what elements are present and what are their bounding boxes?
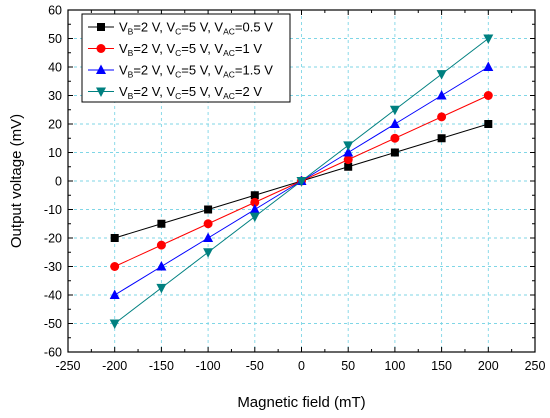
- data-point: [204, 205, 213, 214]
- y-tick-label: 40: [48, 61, 62, 75]
- legend-box: [81, 13, 291, 103]
- x-tick-label: 250: [525, 359, 546, 373]
- data-point: [203, 232, 214, 242]
- x-tick-label: -100: [196, 359, 221, 373]
- data-point: [249, 204, 260, 214]
- data-point: [436, 90, 447, 100]
- x-tick-label: -50: [246, 359, 264, 373]
- data-point: [484, 120, 493, 128]
- axis-ticks: -250 -200 -150 -100 -50 0 50 100 150 200 250-60-50…: [44, 4, 546, 374]
- y-tick-label: 0: [55, 175, 62, 189]
- x-tick-label: -150: [149, 359, 174, 373]
- y-tick-label: 30: [48, 89, 62, 103]
- y-tick-label: 60: [48, 4, 62, 18]
- x-tick-label: 200: [478, 359, 499, 373]
- data-point: [483, 91, 493, 100]
- y-tick-label: -50: [44, 317, 62, 331]
- data-point: [437, 112, 447, 122]
- data-point: [483, 61, 494, 71]
- legend-entry: VB=2 V, VC=5 V, VAC=2 V: [119, 84, 262, 101]
- y-tick-label: -40: [44, 289, 62, 303]
- data-point: [436, 70, 447, 80]
- data-point: [110, 262, 120, 271]
- x-tick-label: 150: [431, 359, 452, 373]
- data-point: [343, 147, 354, 157]
- legend: VB=2 V, VC=5 V, VAC=0.5 V VB=2 V, VC=5 V,…: [81, 13, 291, 103]
- y-tick-label: -20: [44, 232, 62, 246]
- data-point: [483, 34, 494, 44]
- x-tick-label: 100: [384, 359, 405, 373]
- legend-entry: VB=2 V, VC=5 V, VAC=1 V: [119, 41, 262, 58]
- series-lines: [109, 34, 494, 329]
- data-point: [96, 64, 106, 74]
- data-point: [437, 134, 446, 143]
- data-point: [96, 87, 106, 97]
- data-point: [390, 133, 400, 143]
- data-point: [97, 23, 105, 31]
- y-tick-label: -10: [44, 203, 62, 217]
- series-4: [109, 34, 494, 329]
- data-point: [390, 148, 399, 157]
- data-point: [203, 248, 214, 258]
- y-tick-label: 20: [48, 118, 62, 132]
- y-tick-label: 50: [48, 32, 62, 46]
- x-tick-label: 50: [341, 359, 355, 373]
- y-tick-label: -60: [44, 346, 62, 360]
- data-point: [109, 289, 120, 299]
- data-point: [343, 155, 353, 165]
- data-point: [109, 319, 120, 329]
- data-point: [343, 141, 354, 151]
- data-point: [344, 162, 353, 171]
- data-point: [96, 44, 106, 53]
- y-axis-title: Output voltage (mV): [8, 114, 25, 248]
- data-point: [156, 240, 166, 250]
- x-tick-label: 0: [298, 359, 305, 373]
- y-tick-label: 10: [48, 146, 62, 160]
- data-point: [250, 191, 259, 200]
- data-point: [296, 177, 307, 187]
- x-tick-label: -250: [55, 359, 80, 373]
- data-point: [156, 283, 167, 294]
- data-point: [156, 261, 167, 271]
- x-axis-title: Magnetic field (mT): [237, 394, 365, 411]
- data-point: [203, 219, 213, 229]
- y-tick-label: -30: [44, 260, 62, 274]
- x-tick-label: -200: [102, 359, 127, 373]
- data-point: [157, 219, 166, 228]
- data-point: [389, 105, 400, 116]
- legend-entry: VB=2 V, VC=5 V, VAC=0.5 V: [119, 20, 273, 37]
- legend-entry: VB=2 V, VC=5 V, VAC=1.5 V: [119, 63, 273, 80]
- data-point: [249, 212, 260, 223]
- data-point: [250, 197, 260, 207]
- data-point: [110, 234, 119, 242]
- data-point: [389, 118, 400, 128]
